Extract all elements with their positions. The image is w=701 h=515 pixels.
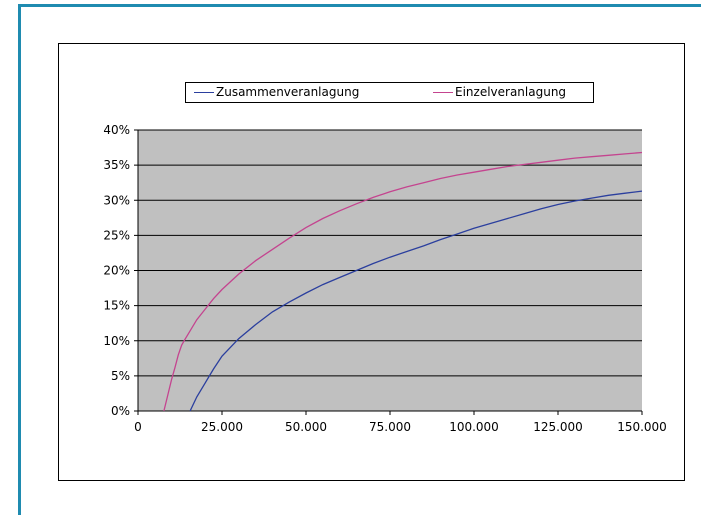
y-tick-label: 35% — [103, 158, 130, 172]
y-tick-label: 20% — [103, 264, 130, 278]
y-tick-label: 40% — [103, 123, 130, 137]
series-line-1 — [189, 190, 643, 412]
y-tick-label: 10% — [103, 334, 130, 348]
y-tick-label: 30% — [103, 193, 130, 207]
x-tick-label: 50.000 — [285, 420, 327, 434]
y-tick-label: 15% — [103, 299, 130, 313]
y-tick-label: 0% — [111, 404, 130, 418]
frame-left-border — [18, 4, 21, 515]
legend-label-series-2: Einzelveranlagung — [455, 85, 567, 99]
x-tick-label: 150.000 — [617, 420, 667, 434]
x-tick-label: 125.000 — [533, 420, 583, 434]
y-tick-label: 25% — [103, 228, 130, 242]
legend-swatch-series-2 — [433, 92, 453, 93]
legend-swatch-series-1 — [194, 92, 214, 93]
x-tick-label: 0 — [134, 420, 142, 434]
x-tick-label: 25.000 — [201, 420, 243, 434]
chart-legend: Zusammenveranlagung Einzelveranlagung — [185, 82, 594, 103]
legend-label-series-1: Zusammenveranlagung — [216, 85, 360, 99]
x-tick-label: 75.000 — [369, 420, 411, 434]
frame-top-border — [18, 4, 701, 7]
x-tick-label: 100.000 — [449, 420, 499, 434]
y-tick-label: 5% — [111, 369, 130, 383]
series-line-2 — [163, 151, 643, 412]
